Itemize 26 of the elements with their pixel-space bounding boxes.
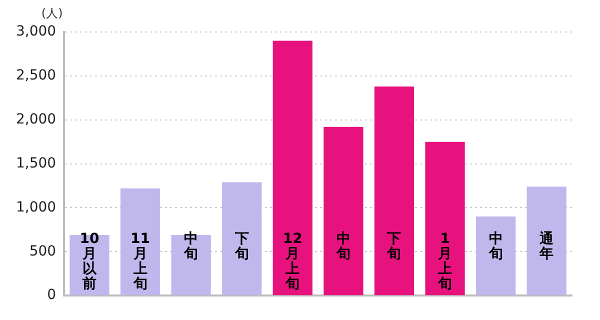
x-tick-label: 中旬 [488, 231, 503, 262]
x-tick-label: 11月上旬 [130, 231, 150, 292]
y-axis-title: (人) [41, 6, 63, 20]
x-tick-label: 通年 [538, 230, 555, 262]
bar [120, 188, 160, 296]
x-tick-label: 下旬 [386, 231, 402, 262]
y-tick-label: 0 [47, 287, 56, 304]
y-tick-label: 1,000 [16, 199, 56, 216]
bar [425, 142, 465, 296]
x-tick-label: 中旬 [183, 231, 198, 262]
x-tick-label: 下旬 [234, 231, 249, 262]
y-tick-label: 2,500 [16, 68, 56, 84]
bar [272, 40, 312, 296]
x-tick-label: 1月上旬 [437, 231, 452, 292]
y-tick-label: 500 [29, 243, 56, 260]
y-tick-label: 1,500 [16, 155, 56, 172]
bar [476, 216, 516, 296]
y-tick-label: 2,000 [16, 112, 56, 128]
bar [374, 86, 414, 296]
y-tick-label: 3,000 [16, 24, 56, 40]
bar [324, 126, 364, 296]
bar [222, 182, 262, 296]
x-tick-label: 10月以前 [80, 231, 100, 292]
x-tick-label: 12月上旬 [282, 231, 302, 292]
x-tick-label: 中旬 [335, 231, 350, 262]
bar [526, 186, 566, 296]
